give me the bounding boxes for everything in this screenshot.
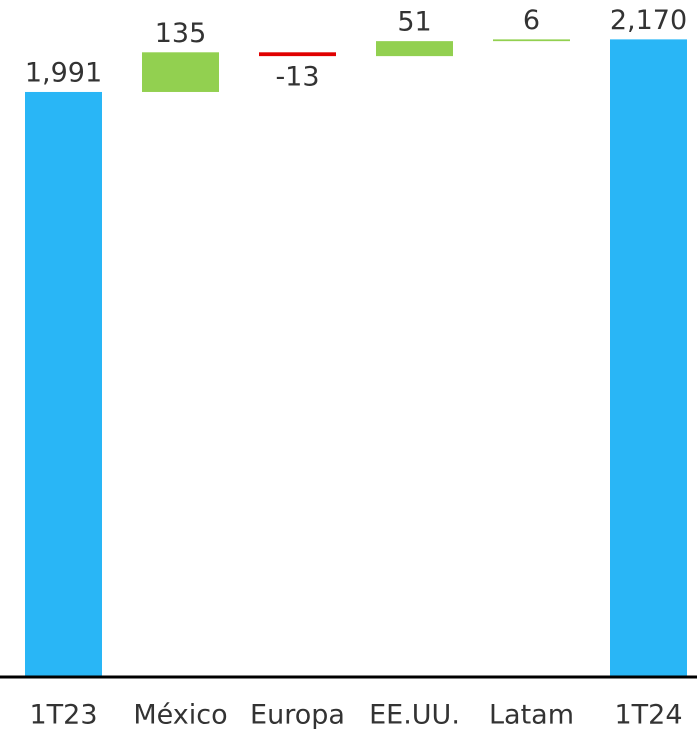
bar <box>259 52 336 57</box>
value-label: 1,991 <box>25 57 102 88</box>
value-label: -13 <box>275 62 319 93</box>
value-label: 51 <box>397 7 431 38</box>
value-label: 6 <box>523 5 540 36</box>
bar <box>610 39 687 677</box>
bar <box>25 91 102 677</box>
x-tick-label: EE.UU. <box>369 700 460 731</box>
x-tick-label: Europa <box>250 700 345 731</box>
x-tick-label: Latam <box>489 700 574 731</box>
bar <box>376 41 453 57</box>
x-tick-label: México <box>133 700 227 731</box>
value-label: 2,170 <box>610 5 687 36</box>
value-label: 135 <box>155 18 207 49</box>
bar <box>142 52 219 92</box>
bar <box>493 39 570 42</box>
x-tick-label: 1T23 <box>29 700 97 731</box>
x-tick-label: 1T24 <box>614 700 682 731</box>
